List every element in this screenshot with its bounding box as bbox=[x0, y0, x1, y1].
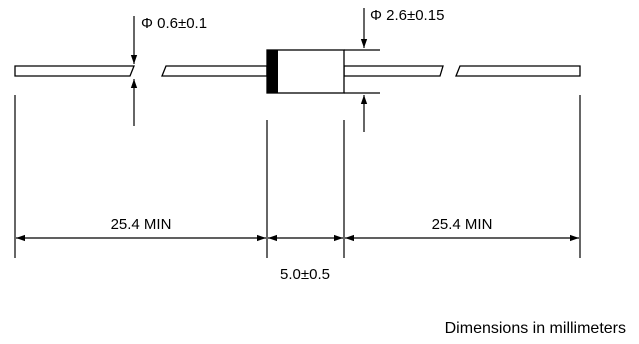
lead-segment-left-inner bbox=[161, 65, 268, 77]
extension-lines bbox=[14, 95, 581, 258]
lead-segment-right-inner bbox=[343, 65, 444, 77]
lead-length-right-label: 25.4 MIN bbox=[432, 216, 493, 233]
lead-wire bbox=[14, 65, 581, 77]
body-length-label: 5.0±0.5 bbox=[280, 266, 330, 283]
diode-body bbox=[266, 49, 345, 94]
body-diameter-label: Φ 2.6±0.15 bbox=[370, 7, 444, 24]
units-note: Dimensions in millimeters bbox=[445, 320, 626, 337]
lead-segment-left-outer bbox=[14, 65, 135, 77]
body-diameter-dimension bbox=[344, 8, 380, 132]
lead-diameter-label: Φ 0.6±0.1 bbox=[141, 15, 207, 32]
lead-length-left-label: 25.4 MIN bbox=[111, 216, 172, 233]
lead-segment-right-outer bbox=[455, 65, 581, 77]
cathode-band bbox=[267, 50, 278, 93]
diode-body-outline bbox=[266, 49, 345, 94]
